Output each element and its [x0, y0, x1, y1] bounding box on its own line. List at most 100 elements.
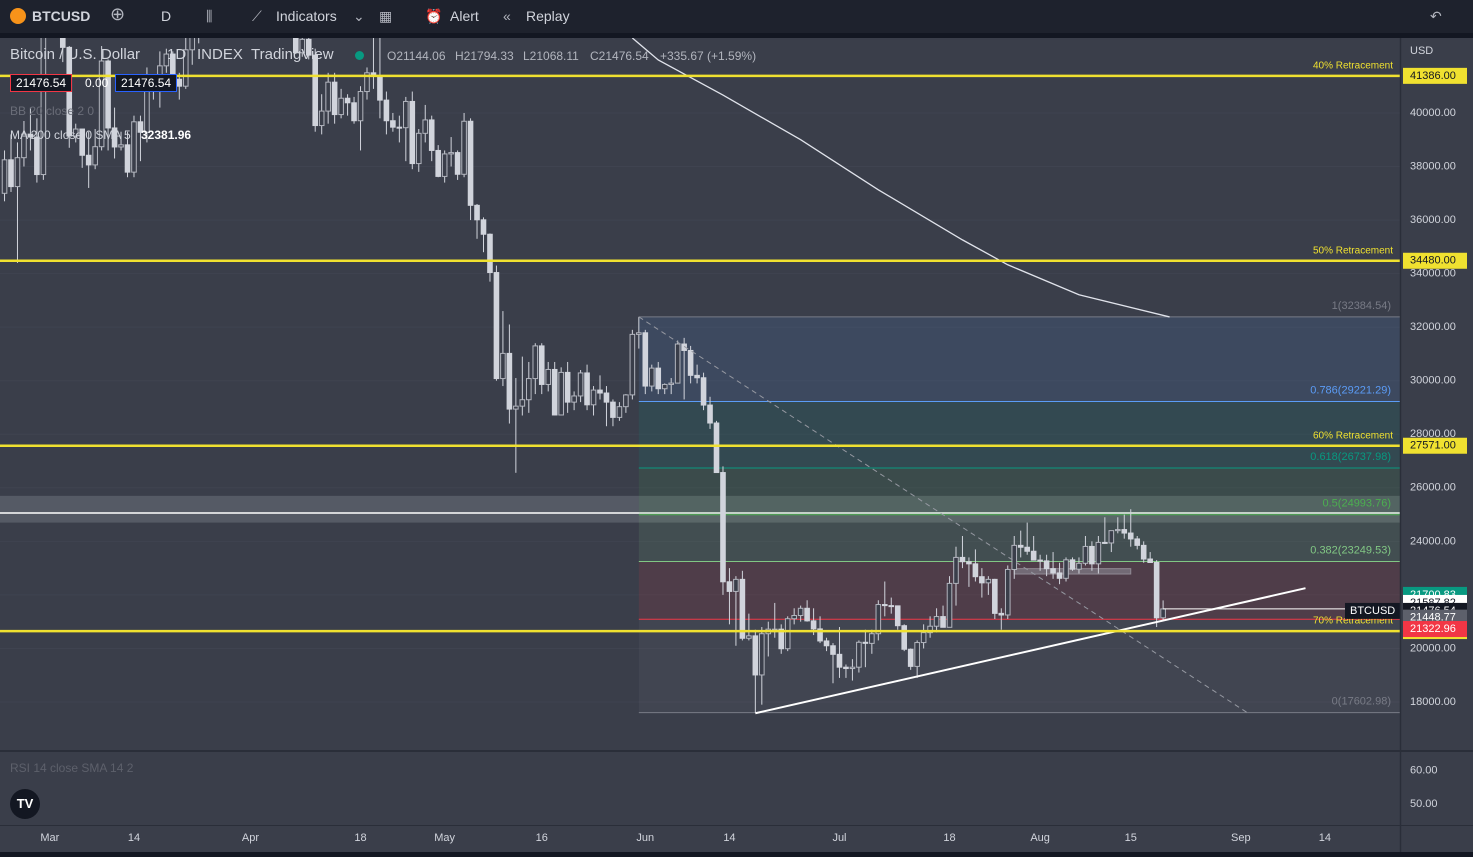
candle-body — [739, 578, 746, 639]
candle-body — [733, 578, 739, 592]
fib-fill — [638, 316, 1400, 402]
ask[interactable]: 21476.54 — [115, 74, 178, 92]
candle-body — [79, 128, 86, 156]
candle-body — [1089, 545, 1095, 565]
candle-body — [901, 625, 908, 650]
candle-body — [623, 394, 629, 408]
candle-body — [966, 561, 972, 565]
candle-body — [577, 372, 584, 397]
candle-body — [131, 121, 137, 173]
indicators-icon: ⟋ — [252, 8, 262, 24]
candle-body — [1153, 562, 1160, 619]
candle-body — [1114, 529, 1121, 532]
candle-body — [1121, 529, 1128, 534]
y-tick-label: 24000.00 — [1410, 535, 1456, 547]
candle-body — [817, 628, 823, 642]
replay[interactable]: Replay — [526, 8, 570, 24]
symbol[interactable]: BTCUSD — [32, 8, 91, 24]
candle-body — [487, 233, 493, 274]
candle-body — [325, 81, 331, 112]
candle-body — [196, 33, 201, 36]
candle-body — [331, 81, 338, 116]
candle-body — [292, 38, 299, 54]
candle-body — [1017, 544, 1024, 548]
dropdown[interactable]: ⌄ — [353, 8, 365, 24]
chart: 1(32384.54) 0.786(29221.29) 0.618(26737.98… — [0, 33, 1473, 852]
candle-body — [1134, 538, 1141, 546]
candle-body — [1082, 545, 1089, 564]
candle-body — [862, 641, 869, 644]
candle-body — [21, 133, 27, 159]
candle-body — [914, 642, 920, 667]
fib-label: 0.786(29221.29) — [1310, 384, 1391, 396]
candle-body — [920, 632, 927, 644]
x-tick-label: Mar — [40, 832, 59, 844]
x-tick-label: 15 — [1125, 832, 1137, 844]
level-label: 50% Retracement — [1313, 245, 1393, 256]
candle-body — [189, 38, 196, 51]
fib-label: 0.5(24993.76) — [1323, 498, 1392, 510]
candle-body — [351, 102, 357, 122]
alert-icon: ⏰ — [425, 8, 443, 24]
fib-fill — [638, 468, 1400, 515]
candle-body — [137, 121, 144, 133]
chart-type[interactable]: ⫼ — [206, 8, 213, 24]
candle-body — [985, 578, 992, 584]
candle-body — [597, 389, 603, 394]
candle-body — [584, 372, 590, 406]
candle-body — [804, 607, 810, 622]
candle-body — [1095, 541, 1102, 565]
fib-label: 0.618(26737.98) — [1310, 451, 1391, 463]
candle-body — [299, 38, 306, 54]
candle-body — [312, 54, 319, 127]
price-tag-label: 21448.77 — [1410, 612, 1456, 624]
candle-body — [182, 49, 189, 87]
candle-body — [843, 666, 849, 670]
candle-body — [849, 666, 856, 670]
bid[interactable]: 21476.54 — [10, 74, 73, 92]
y-tick-label: 18000.00 — [1410, 696, 1456, 708]
candle-body — [551, 368, 558, 416]
candle-body — [894, 605, 901, 627]
candle-body — [959, 556, 966, 563]
undo[interactable]: ↶ — [1430, 8, 1442, 24]
indicators[interactable]: Indicators — [276, 8, 337, 24]
y-tick-label: 38000.00 — [1410, 160, 1456, 172]
logo[interactable]: TV — [10, 789, 40, 819]
ma-value: 32381.96 — [141, 128, 192, 142]
alert[interactable]: Alert — [450, 8, 479, 24]
candle-body — [1076, 562, 1082, 570]
candle-body — [474, 204, 480, 221]
candle-body — [759, 633, 765, 676]
candle-body — [526, 378, 532, 401]
source: TradingView — [251, 46, 334, 63]
x-tick-label: Aug — [1030, 832, 1050, 844]
candle-body — [461, 120, 467, 175]
candle-body — [687, 349, 694, 376]
candle-body — [1024, 546, 1030, 552]
candle-body — [694, 374, 700, 379]
level-tag — [1403, 67, 1467, 84]
y-tick-label: 32000.00 — [1410, 321, 1456, 333]
candle-body — [448, 152, 454, 155]
level-tag — [1403, 252, 1467, 269]
candle-body — [1102, 541, 1108, 544]
x-tick-label: 14 — [723, 832, 735, 844]
candle-body — [454, 152, 461, 175]
add-symbol[interactable]: ⊕ — [110, 4, 126, 24]
x-tick-label: Jul — [832, 832, 846, 844]
candle-body — [532, 345, 539, 380]
candle-body — [111, 127, 118, 148]
candle-body — [571, 395, 577, 403]
layouts[interactable]: ▦ — [379, 8, 393, 24]
candle-body — [616, 406, 623, 418]
candle-body — [746, 635, 752, 639]
interval[interactable]: D — [161, 8, 172, 24]
candle-body — [493, 272, 500, 380]
candle-body — [480, 219, 487, 235]
candle-body — [338, 97, 344, 116]
candle-body — [1056, 572, 1063, 579]
candle-body — [27, 133, 34, 138]
fib-fill — [638, 401, 1400, 469]
